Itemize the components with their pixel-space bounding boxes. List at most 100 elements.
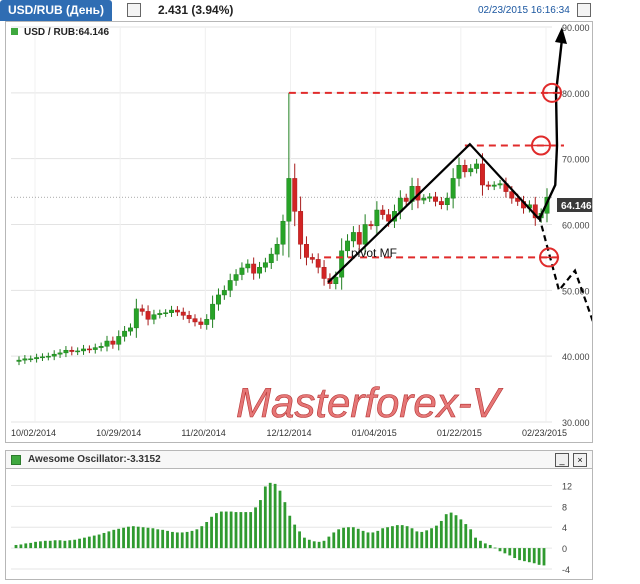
price-x-tick: 10/29/2014 <box>96 428 141 438</box>
osc-bar <box>381 528 385 549</box>
candle <box>204 314 210 330</box>
candle <box>16 356 22 366</box>
up-arrow-icon <box>555 27 567 44</box>
osc-bar <box>288 515 292 549</box>
candle <box>444 192 450 211</box>
candle <box>22 355 28 364</box>
osc-bar <box>78 538 81 549</box>
osc-bar <box>219 511 223 549</box>
osc-bar <box>87 536 91 549</box>
osc-bar <box>161 529 165 549</box>
osc-bar <box>503 548 507 554</box>
osc-bar <box>83 537 86 549</box>
osc-bar <box>259 500 262 549</box>
price-y-tick: 40.000 <box>562 352 590 362</box>
osc-bar <box>263 486 267 549</box>
osc-bar <box>459 519 463 549</box>
osc-bar <box>317 541 321 549</box>
osc-bar <box>444 514 448 549</box>
close-button[interactable]: × <box>573 453 587 467</box>
osc-bar <box>141 527 145 549</box>
candle <box>174 306 180 317</box>
osc-bar <box>371 532 375 549</box>
osc-bar <box>518 548 521 561</box>
price-panel: 90.000 80.000 70.000 60.000 50.000 40.000 30.0… <box>5 21 605 443</box>
price-chart[interactable]: 90.000 80.000 70.000 60.000 50.000 40.000 30.0… <box>6 22 605 442</box>
osc-bar <box>224 511 228 549</box>
minimize-button[interactable]: _ <box>555 453 569 467</box>
osc-bar <box>420 531 424 549</box>
oscillator-swatch <box>11 455 21 465</box>
osc-bar <box>366 532 370 549</box>
oscillator-panel: 12 8 4 0 -4 <box>5 468 593 580</box>
price-change: 2.431 (3.94%) <box>158 3 234 17</box>
candle <box>180 307 186 320</box>
osc-bar <box>298 531 301 549</box>
osc-bar <box>273 483 277 549</box>
bullish-projection-line <box>538 38 564 220</box>
candle <box>110 336 116 349</box>
instrument-title[interactable]: USD/RUB (День) <box>0 0 112 21</box>
osc-bar <box>180 532 184 549</box>
candle <box>92 343 98 354</box>
candle <box>157 309 163 319</box>
osc-bar <box>34 541 37 549</box>
osc-bar <box>48 540 52 549</box>
candle <box>474 159 480 174</box>
candle <box>210 295 216 328</box>
candle <box>227 273 233 298</box>
osc-bar <box>283 502 287 549</box>
candle <box>491 181 497 191</box>
candle <box>345 234 350 258</box>
osc-bar <box>136 526 140 549</box>
osc-bar <box>483 543 487 549</box>
candle <box>233 269 239 286</box>
candle <box>81 344 86 355</box>
osc-bar <box>435 525 438 549</box>
osc-bar <box>29 542 33 549</box>
osc-bar <box>254 507 257 549</box>
candle <box>145 305 151 326</box>
osc-bar <box>415 531 419 549</box>
osc-bar <box>312 541 316 549</box>
osc-bar <box>488 544 492 549</box>
menu-icon[interactable] <box>577 3 591 17</box>
settings-icon[interactable] <box>127 3 141 17</box>
candle <box>403 193 409 206</box>
candle <box>34 353 40 363</box>
osc-bar <box>234 512 238 549</box>
candle <box>456 157 462 187</box>
candle <box>192 314 198 327</box>
osc-bar <box>205 522 209 549</box>
candle <box>163 309 169 317</box>
current-price-marker: 64.146 <box>557 198 592 212</box>
osc-bar <box>97 534 101 549</box>
osc-bar <box>131 526 135 549</box>
candle <box>133 298 139 338</box>
candle <box>57 349 63 358</box>
candle <box>274 237 280 261</box>
osc-bar <box>195 529 199 549</box>
osc-bar <box>508 548 512 556</box>
price-x-tick: 01/04/2015 <box>352 428 397 438</box>
osc-bar <box>190 530 194 549</box>
osc-bar <box>361 530 365 549</box>
osc-bar <box>102 532 106 549</box>
price-y-tick: 70.000 <box>562 155 590 165</box>
candle <box>63 346 69 358</box>
oscillator-chart[interactable]: 12 8 4 0 -4 <box>6 469 592 579</box>
osc-bar <box>39 541 42 549</box>
candle <box>122 326 128 342</box>
candle <box>462 159 468 178</box>
osc-bar <box>107 531 111 549</box>
candle <box>292 163 298 227</box>
candle <box>421 194 427 205</box>
price-y-tick: 80.000 <box>562 89 590 99</box>
osc-bar <box>303 537 306 549</box>
watermark: Masterforex-V <box>236 379 504 426</box>
osc-bar <box>53 540 57 549</box>
osc-bar <box>523 548 526 562</box>
osc-bar <box>210 516 213 549</box>
osc-bar <box>249 512 253 549</box>
candle <box>257 261 262 279</box>
